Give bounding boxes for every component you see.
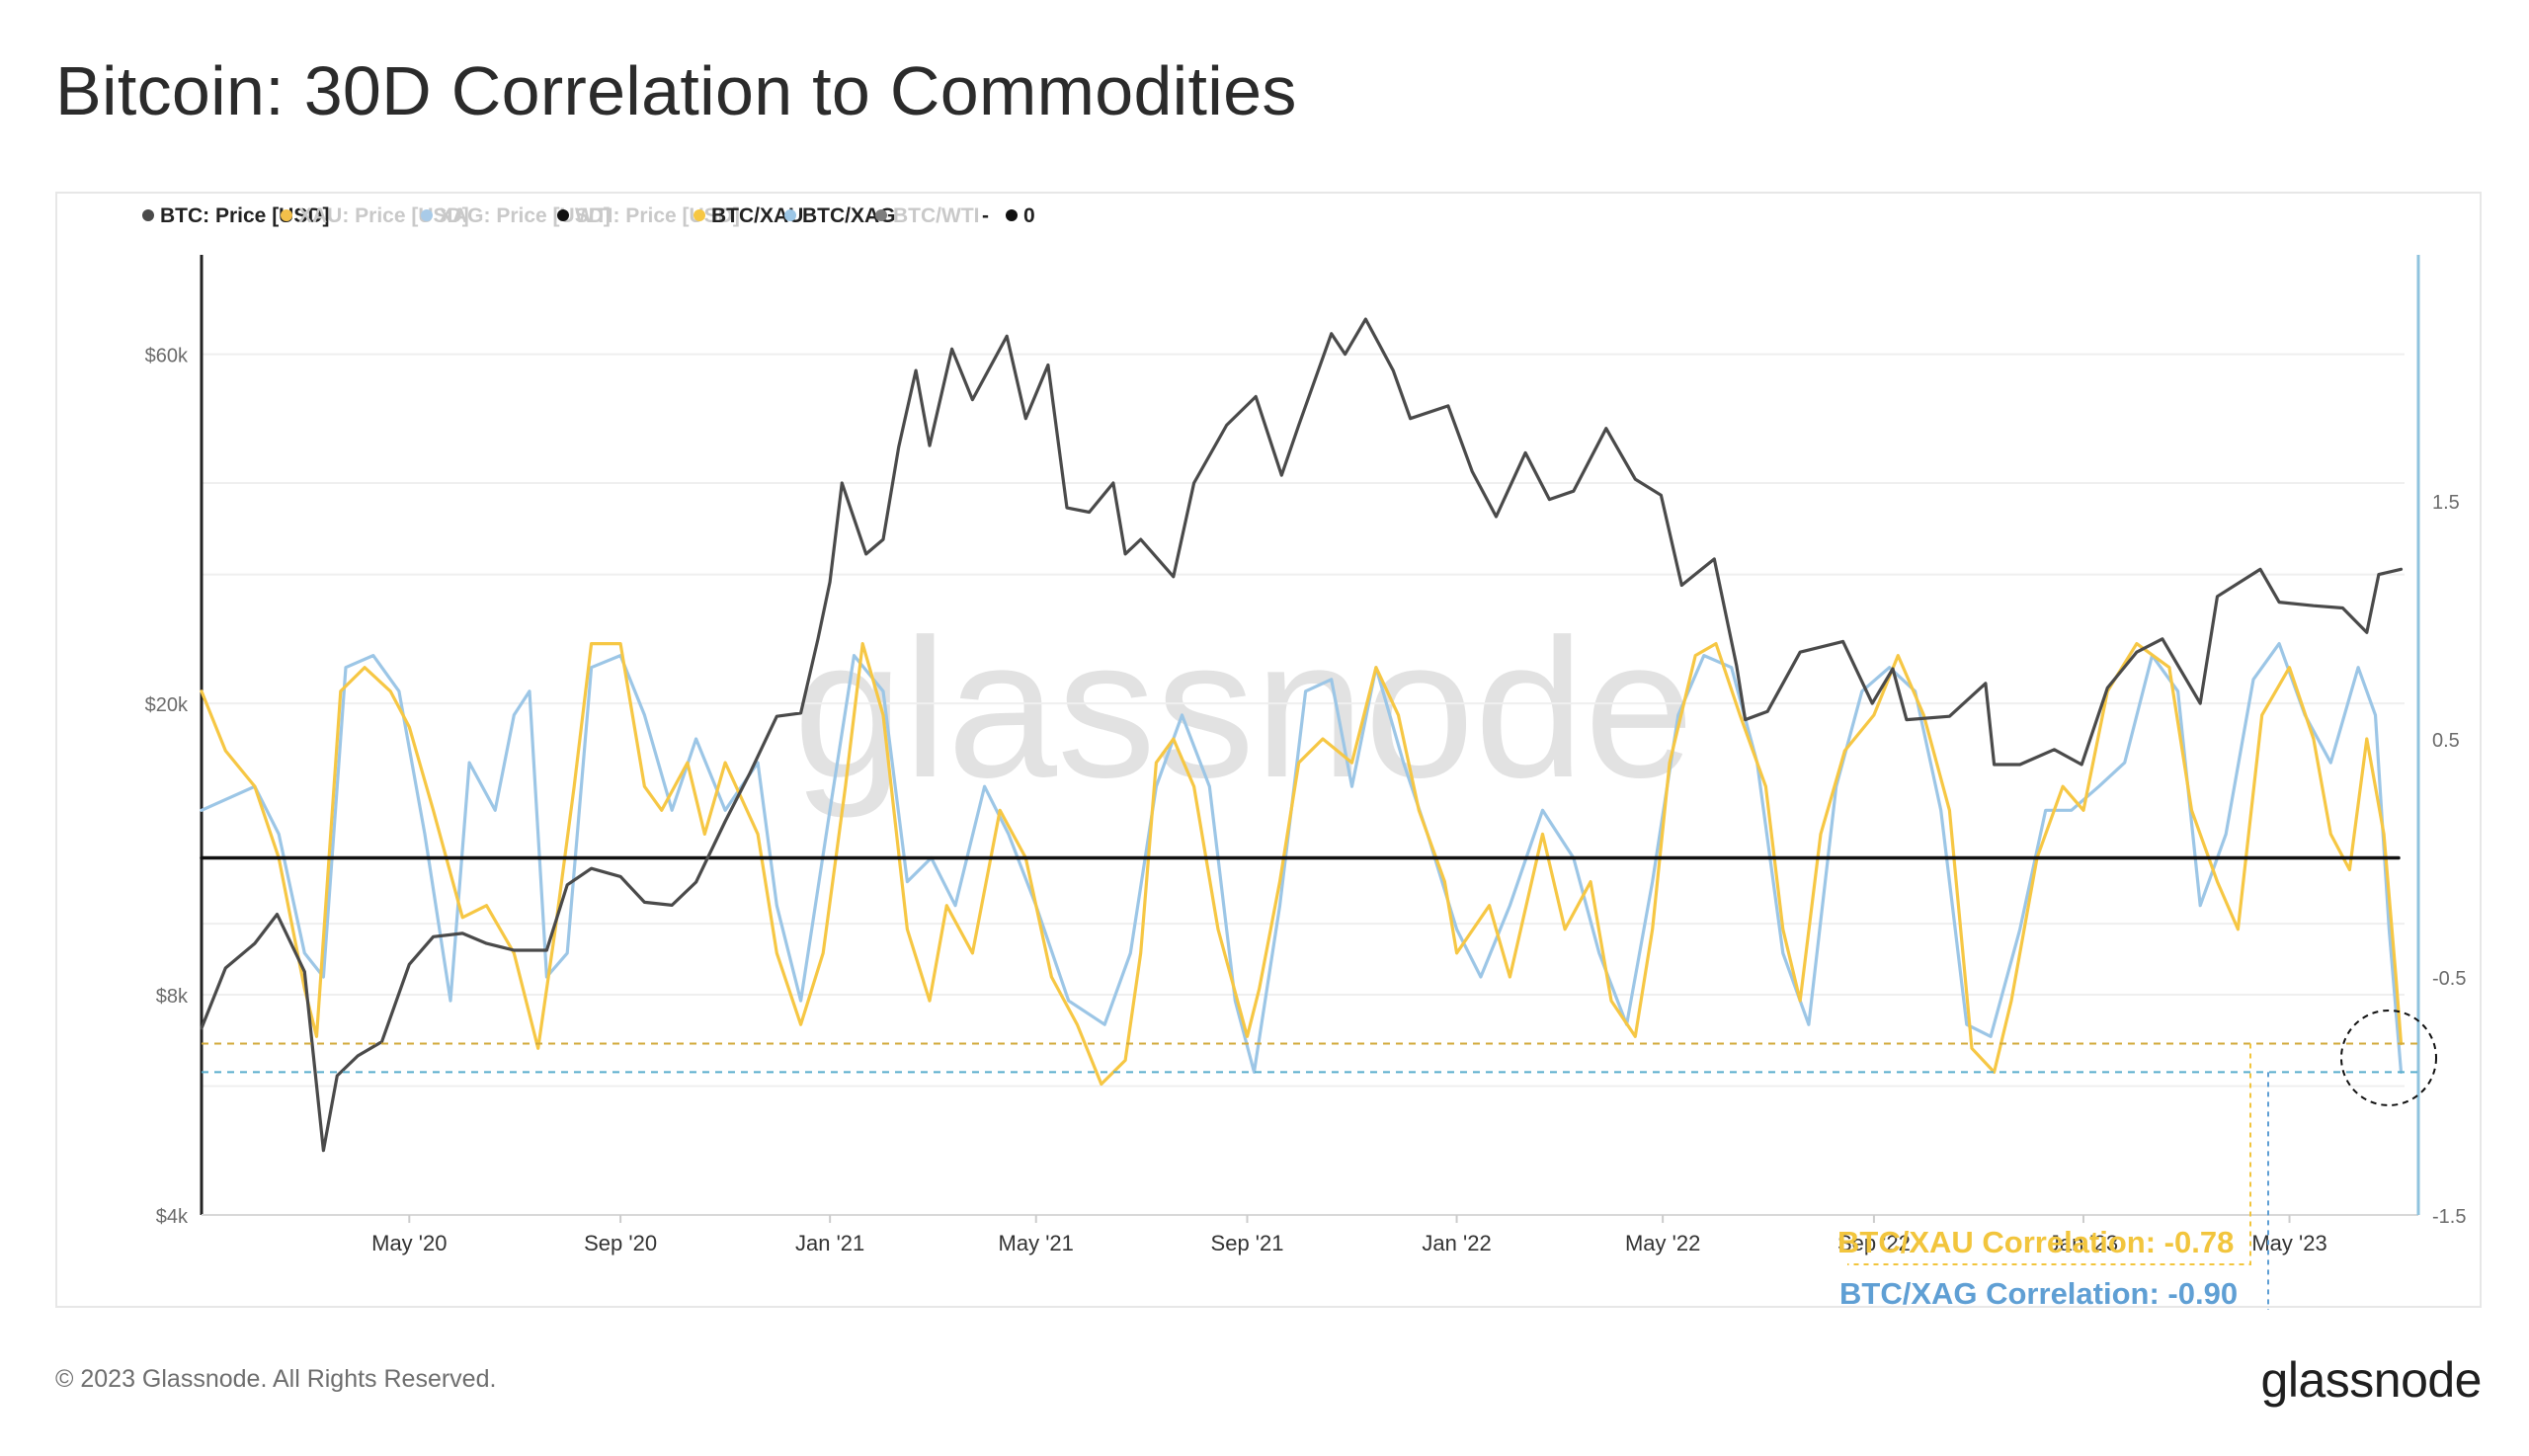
xau-callout-connector — [1847, 1043, 2251, 1265]
y-left-tick-label: $20k — [145, 694, 189, 716]
chart-panel: glassnode $4k $8k $20k $60k 1.5 0.5 -0.5 -1.5 Ma… — [55, 192, 2482, 1310]
legend-item-label: XAG: Price [USD] — [439, 204, 611, 227]
x-tick-label: Jan '21 — [795, 1231, 864, 1255]
x-tick-label: Sep '22 — [1837, 1231, 1911, 1255]
y-left-tick-label: $4k — [156, 1206, 189, 1228]
legend-item-label: BTC/XAU — [711, 204, 803, 227]
legend-dot — [875, 209, 887, 221]
copyright-text: © 2023 Glassnode. All Rights Reserved. — [55, 1365, 497, 1393]
watermark-text: glassnode — [793, 599, 1694, 819]
series-line-btc-xau — [200, 642, 2404, 1087]
x-tick-label: Jan '22 — [1422, 1231, 1491, 1255]
y-left-tick-label: $8k — [156, 986, 189, 1008]
xag-callout-connector — [2267, 1072, 2269, 1310]
legend-dot — [281, 209, 292, 221]
legend-dot — [784, 209, 796, 221]
glassnode-logo[interactable]: glassnode — [2260, 1352, 2483, 1408]
chart-canvas: glassnode $4k $8k $20k $60k 1.5 0.5 -0.5 -1.5 Ma… — [142, 204, 2466, 1310]
x-tick-label: May '23 — [2251, 1231, 2326, 1255]
legend-dot — [421, 209, 433, 221]
x-tick-label: Sep '21 — [1211, 1231, 1284, 1255]
series-line-btc-price-usd — [200, 317, 2404, 1153]
xau-correlation-annotation: BTC/XAU Correlation: -0.78 — [1837, 1225, 2234, 1259]
y-right-tick-label: 0.5 — [2432, 730, 2460, 752]
legend-item-label: 0 — [1023, 204, 1035, 227]
y-right-tick-label: 1.5 — [2432, 492, 2460, 514]
legend-dot — [693, 209, 705, 221]
x-tick-label: May '20 — [371, 1231, 447, 1255]
x-tick-label: Jan '23 — [2049, 1231, 2118, 1255]
x-tick-label: May '22 — [1625, 1231, 1700, 1255]
y-right-tick-label: -0.5 — [2432, 968, 2466, 990]
xag-correlation-annotation: BTC/XAG Correlation: -0.90 — [1839, 1276, 2238, 1310]
legend-dot — [557, 209, 569, 221]
page-title: Bitcoin: 30D Correlation to Commodities — [55, 52, 1297, 129]
x-tick-label: May '21 — [999, 1231, 1074, 1255]
y-right-tick-label: -1.5 — [2432, 1206, 2466, 1228]
legend-dot — [1006, 209, 1018, 221]
legend-item-label: - — [982, 204, 989, 227]
y-left-tick-label: $60k — [145, 346, 189, 367]
legend-item-label: BTC/XAG — [802, 204, 896, 227]
highlight-circle — [2340, 1009, 2437, 1106]
legend-dot — [142, 209, 154, 221]
x-tick-label: Sep '20 — [584, 1231, 657, 1255]
legend-item-label: BTC/WTI — [893, 204, 979, 227]
series-line-btc-xag — [200, 642, 2404, 1074]
